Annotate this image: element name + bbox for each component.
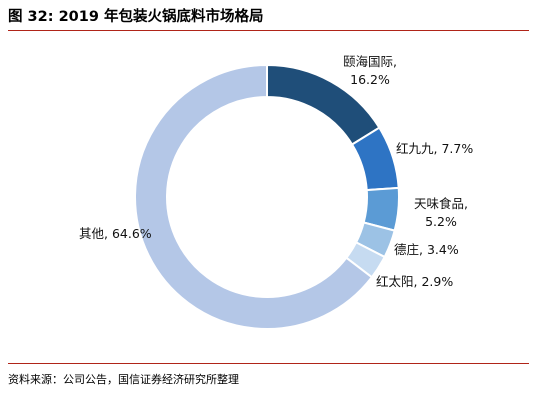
source-note: 资料来源：公司公告，国信证券经济研究所整理 — [8, 373, 239, 386]
slice-6 — [134, 63, 374, 330]
slice-name-label: 天味食品, — [414, 196, 468, 211]
slice-label: 红九九, 7.7% — [396, 141, 473, 156]
slice-value-label: 16.2% — [350, 72, 390, 87]
slice-label: 德庄, 3.4% — [394, 242, 459, 257]
source-divider — [8, 363, 529, 364]
slice-label: 其他, 64.6% — [79, 226, 152, 241]
title-divider — [8, 30, 529, 31]
slice-value-label: 5.2% — [425, 214, 457, 229]
figure-title: 图 32: 2019 年包装火锅底料市场格局 — [8, 9, 264, 25]
slice-name-label: 颐海国际, — [343, 54, 397, 69]
slice-label: 红太阳, 2.9% — [376, 274, 453, 289]
